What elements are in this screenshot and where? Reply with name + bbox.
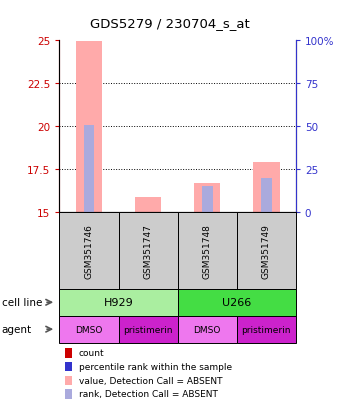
Text: GSM351747: GSM351747 xyxy=(143,223,153,278)
Text: GSM351749: GSM351749 xyxy=(262,223,271,278)
Text: H929: H929 xyxy=(104,297,133,308)
Bar xyxy=(261,178,272,213)
Bar xyxy=(253,163,279,213)
Bar xyxy=(84,125,95,213)
Text: GSM351746: GSM351746 xyxy=(85,223,94,278)
Text: DMSO: DMSO xyxy=(193,325,221,334)
Text: percentile rank within the sample: percentile rank within the sample xyxy=(79,362,232,371)
Bar xyxy=(76,42,102,213)
Text: DMSO: DMSO xyxy=(75,325,103,334)
Bar xyxy=(135,197,162,213)
Text: GDS5279 / 230704_s_at: GDS5279 / 230704_s_at xyxy=(90,17,250,29)
Text: pristimerin: pristimerin xyxy=(123,325,173,334)
Text: pristimerin: pristimerin xyxy=(241,325,291,334)
Text: count: count xyxy=(79,349,104,358)
Bar xyxy=(202,187,212,213)
Bar xyxy=(194,183,220,213)
Text: rank, Detection Call = ABSENT: rank, Detection Call = ABSENT xyxy=(79,389,218,399)
Text: GSM351748: GSM351748 xyxy=(203,223,212,278)
Text: value, Detection Call = ABSENT: value, Detection Call = ABSENT xyxy=(79,376,222,385)
Text: agent: agent xyxy=(2,324,32,335)
Text: U266: U266 xyxy=(222,297,251,308)
Text: cell line: cell line xyxy=(2,297,42,308)
